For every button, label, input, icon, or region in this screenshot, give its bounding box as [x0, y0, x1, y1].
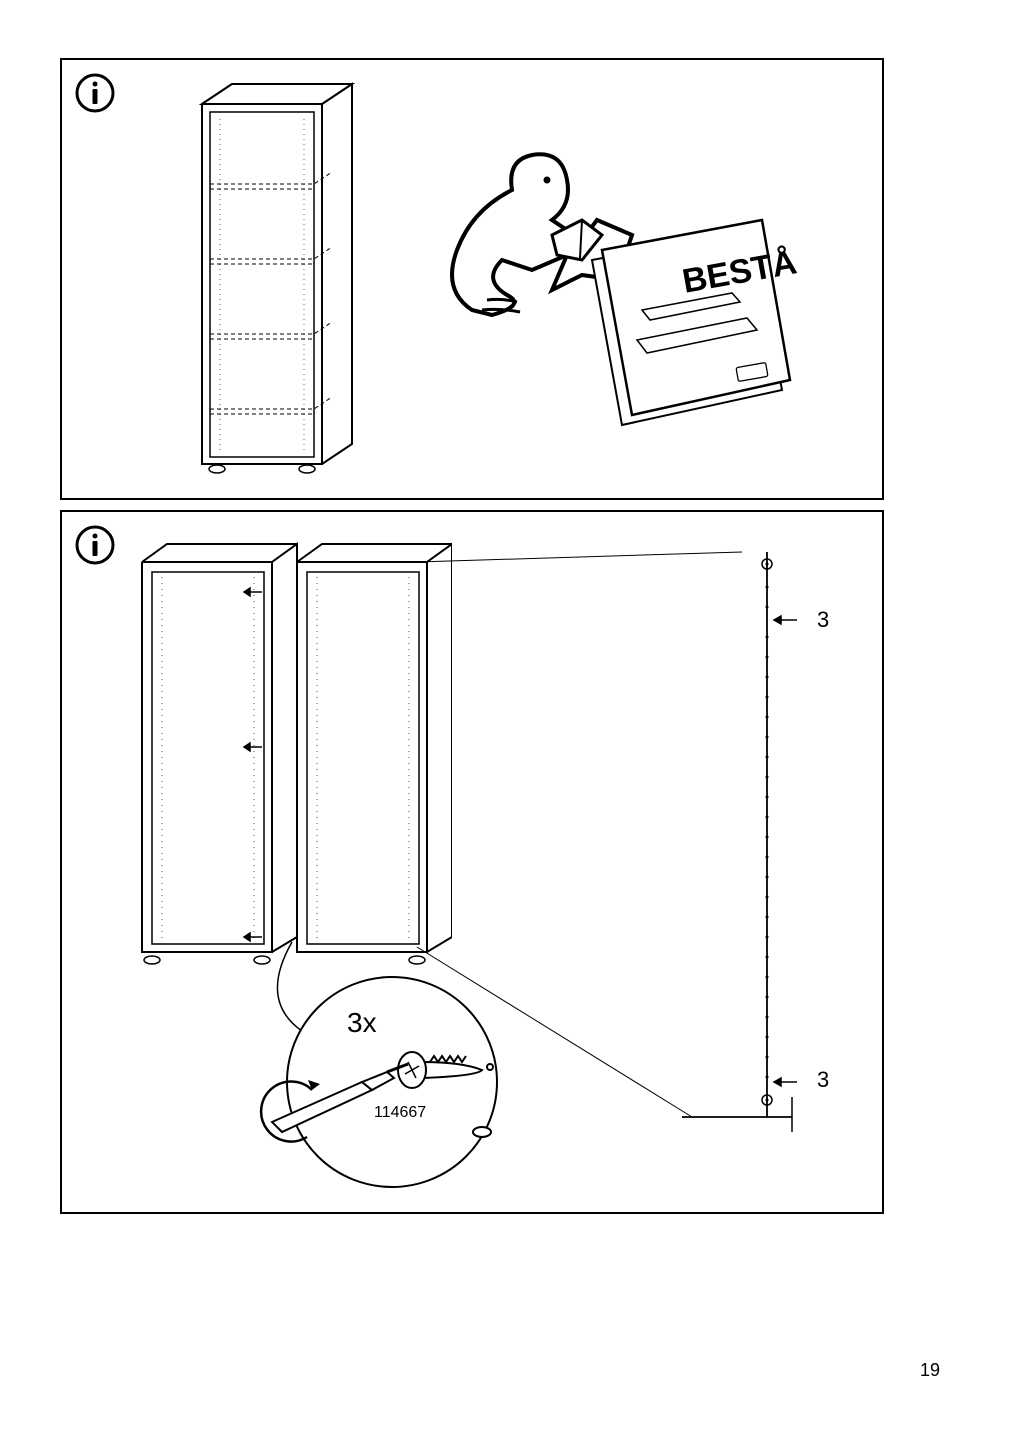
double-cabinet	[132, 522, 452, 992]
bookshelf-illustration	[182, 64, 382, 494]
panel-bottom: 3 3 3x 114667	[60, 510, 884, 1214]
page-number: 19	[920, 1360, 940, 1381]
panel-top: BESTÅ	[60, 58, 884, 500]
hole-count-top: 3	[817, 607, 829, 633]
manual-booklet	[562, 190, 802, 430]
info-icon	[74, 524, 116, 566]
hole-count-bottom: 3	[817, 1067, 829, 1093]
screw-quantity: 3x	[347, 1007, 377, 1039]
part-number: 114667	[374, 1104, 426, 1122]
hole-strip-detail	[662, 542, 822, 1132]
screw-callout	[212, 932, 532, 1192]
info-icon	[74, 72, 116, 114]
